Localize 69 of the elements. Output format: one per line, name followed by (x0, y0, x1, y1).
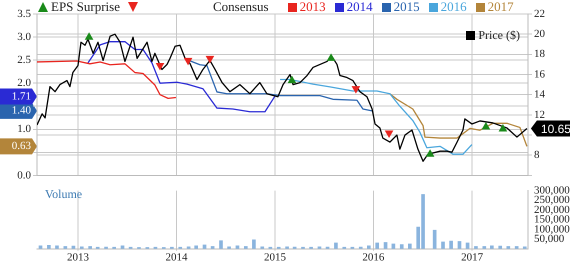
bar (482, 246, 486, 249)
y-tick-label: 1.71 (12, 90, 31, 102)
bar (334, 242, 338, 249)
legend-label: 2014 (346, 0, 373, 15)
x-tick-label: 2017 (461, 251, 484, 264)
point (352, 86, 360, 94)
bar (408, 244, 412, 249)
legend-label: 2015 (394, 0, 420, 15)
bar (458, 241, 462, 249)
point (156, 62, 164, 70)
legend-label: EPS Surprise (51, 0, 120, 15)
point (426, 149, 434, 157)
y2-tick-label: 8 (534, 149, 540, 162)
y2-tick-label: 12 (534, 108, 545, 121)
x-tick-label: 2014 (165, 251, 188, 264)
y2-tick-label: 20 (534, 28, 546, 40)
point (482, 122, 490, 130)
y-tick-label: 3.5 (17, 8, 32, 20)
bar (219, 240, 223, 249)
y2-tick-label: 150,000 (534, 214, 570, 226)
bar (449, 240, 453, 249)
legend-label: 2016 (440, 0, 467, 15)
bar (210, 246, 214, 249)
bar (252, 240, 256, 249)
y-tick-label: 2.5 (17, 54, 32, 66)
legend-title: Consensus (213, 0, 269, 15)
y-tick-label: 1.40 (12, 104, 32, 117)
bar (432, 230, 436, 249)
y2-tick-label: 200,000 (534, 204, 570, 216)
bar (474, 246, 478, 249)
bar (244, 246, 248, 249)
y-tick-label: 1.0 (17, 123, 32, 136)
bar (236, 246, 240, 249)
bar (55, 246, 59, 249)
y2-tick-label: 14 (534, 88, 546, 101)
legend-label: 2017 (488, 0, 514, 15)
bar (38, 246, 42, 249)
point (184, 58, 192, 66)
bar (441, 242, 445, 249)
bar (400, 244, 404, 249)
point (498, 124, 508, 132)
point (206, 56, 214, 64)
y-tick-label: 2.0 (17, 77, 32, 90)
y2-tick-label: 18 (534, 48, 546, 60)
y2-tick-label: 300,000 (534, 184, 570, 196)
bar (202, 244, 206, 249)
bar (466, 242, 470, 249)
y2-tick-label: 16 (534, 68, 546, 80)
bar (392, 244, 396, 249)
chart-title: Volume (45, 187, 82, 202)
y-tick-label: 3.0 (17, 30, 32, 43)
y2-tick-label: 50,000 (534, 232, 565, 245)
legend-label: Price ($) (478, 28, 520, 43)
x-tick-label: 2015 (264, 251, 286, 264)
bar (375, 242, 380, 249)
x-tick-label: 2013 (67, 251, 90, 264)
bar (514, 246, 518, 249)
y-tick-label: 0.0 (17, 169, 32, 182)
x-tick-label: 2016 (362, 251, 385, 264)
bar (384, 242, 388, 249)
y2-tick-label: 100,000 (534, 223, 570, 236)
y2-tick-label: 250,000 (534, 194, 570, 206)
y-tick-label: 0.63 (12, 140, 32, 152)
bar (506, 246, 510, 249)
legend-label: 2013 (300, 0, 326, 15)
y2-tick-label: 22 (534, 8, 545, 20)
bar (63, 246, 68, 249)
bar (120, 246, 124, 249)
bar (88, 246, 92, 249)
